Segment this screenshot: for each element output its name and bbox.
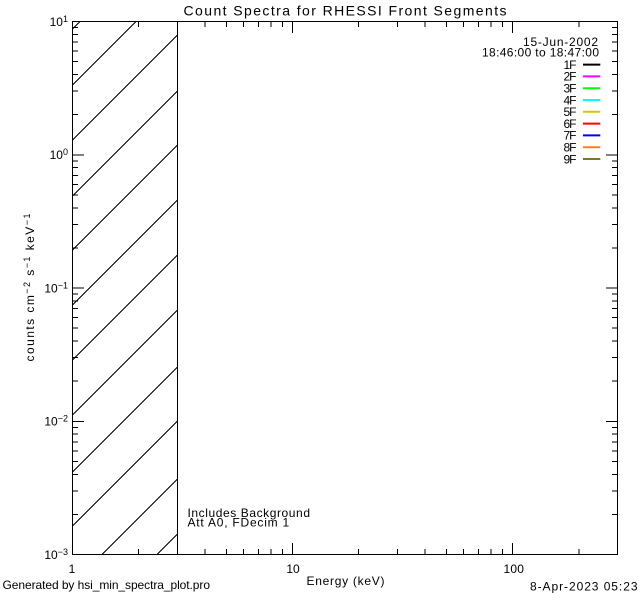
svg-text:1: 1 (69, 562, 76, 576)
svg-text:Att A0, FDecim 1: Att A0, FDecim 1 (188, 516, 290, 530)
svg-text:8F: 8F (564, 141, 577, 155)
svg-text:10: 10 (286, 562, 300, 576)
svg-text:5F: 5F (564, 105, 577, 119)
svg-text:Includes Background: Includes Background (188, 506, 311, 520)
svg-text:18:46:00 to 18:47:00: 18:46:00 to 18:47:00 (482, 46, 599, 60)
svg-text:9F: 9F (564, 152, 577, 166)
svg-text:100: 100 (503, 562, 524, 576)
svg-text:8-Apr-2023 05:23: 8-Apr-2023 05:23 (530, 580, 638, 594)
svg-text:Energy (keV): Energy (keV) (307, 574, 385, 588)
svg-text:4F: 4F (564, 93, 577, 107)
svg-text:2F: 2F (564, 70, 577, 84)
svg-text:3F: 3F (564, 82, 577, 96)
svg-text:Count Spectra for RHESSI Front: Count Spectra for RHESSI Front Segments (184, 2, 507, 18)
svg-text:1F: 1F (564, 58, 577, 72)
svg-text:counts cm−2 s−1 keV−1: counts cm−2 s−1 keV−1 (22, 214, 37, 362)
svg-text:7F: 7F (564, 129, 577, 143)
svg-text:15-Jun-2002: 15-Jun-2002 (523, 35, 598, 49)
svg-text:6F: 6F (564, 117, 577, 131)
svg-text:Generated by hsi_min_spectra_p: Generated by hsi_min_spectra_plot.pro (3, 578, 211, 592)
